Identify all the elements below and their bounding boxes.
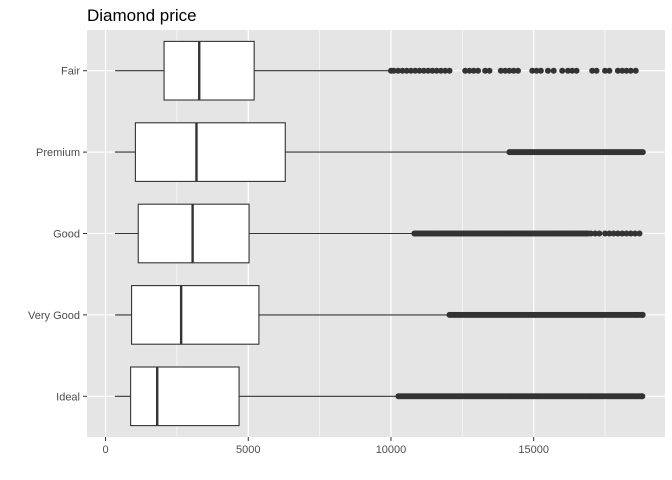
outlier-point: [529, 67, 536, 74]
outlier-point: [395, 67, 402, 74]
outlier-point: [602, 230, 609, 237]
outlier-point: [390, 67, 397, 74]
outlier-point: [502, 67, 509, 74]
box-group: [115, 40, 639, 101]
outlier-point: [636, 230, 643, 237]
outlier-point: [416, 67, 423, 74]
box-iqr: [134, 122, 286, 182]
outlier-point: [627, 230, 634, 237]
box-group: [114, 203, 643, 264]
outlier-point: [462, 67, 469, 74]
outlier-point: [614, 230, 621, 237]
outlier-point: [433, 67, 440, 74]
x-tick-label: 0: [102, 444, 108, 456]
outlier-point: [506, 67, 513, 74]
box-group: [114, 366, 646, 427]
outlier-point: [639, 149, 646, 156]
outlier-point: [602, 67, 609, 74]
outlier-point: [403, 67, 410, 74]
outlier-point: [533, 67, 540, 74]
outlier-point: [412, 67, 419, 74]
outlier-point: [627, 67, 634, 74]
outlier-point: [614, 67, 621, 74]
outlier-point: [632, 230, 639, 237]
outlier-point: [425, 67, 432, 74]
outlier-point: [486, 67, 493, 74]
outlier-point: [593, 67, 600, 74]
outlier-point: [606, 230, 613, 237]
outlier-point: [639, 311, 646, 318]
outlier-point: [606, 67, 613, 74]
outlier-point: [446, 67, 453, 74]
outlier-point: [510, 67, 517, 74]
outlier-point: [515, 67, 522, 74]
outlier-point: [592, 230, 599, 237]
y-tick-label: Good: [53, 229, 80, 241]
x-tick-label: 5000: [236, 444, 260, 456]
box-iqr: [163, 40, 255, 101]
outlier-point: [559, 67, 566, 74]
outlier-point: [442, 67, 449, 74]
y-tick-label: Ideal: [56, 391, 80, 403]
y-tick-label: Fair: [61, 66, 80, 78]
outlier-point: [587, 230, 594, 237]
outlier-point: [619, 67, 626, 74]
plot-area: Fair Premium Good Very Good Ideal 0 5000 10000 1…: [28, 30, 665, 456]
y-tick-label: Premium: [36, 147, 80, 159]
x-tick-label: 15000: [518, 444, 549, 456]
outlier-point: [639, 393, 646, 400]
y-tick-label: Very Good: [28, 310, 80, 322]
outlier-point: [619, 230, 626, 237]
outlier-point: [437, 67, 444, 74]
outlier-point: [482, 67, 489, 74]
box-iqr: [131, 285, 260, 345]
outlier-point: [610, 230, 617, 237]
box-group: [114, 122, 646, 182]
outlier-point: [550, 67, 557, 74]
outlier-point: [544, 67, 551, 74]
outlier-point: [589, 67, 596, 74]
box-group: [115, 285, 646, 345]
outlier-point: [407, 67, 414, 74]
outlier-point: [497, 67, 504, 74]
outlier-point: [470, 67, 477, 74]
outlier-point: [623, 67, 630, 74]
outlier-point: [429, 67, 436, 74]
box-iqr: [130, 366, 240, 427]
outlier-point: [569, 67, 576, 74]
outlier-point: [466, 67, 473, 74]
outlier-point: [399, 67, 406, 74]
outlier-point: [596, 230, 603, 237]
outlier-point: [623, 230, 630, 237]
outlier-point: [420, 67, 427, 74]
chart-title: Diamond price: [87, 6, 197, 25]
outlier-point: [573, 67, 580, 74]
outlier-point: [632, 67, 639, 74]
outlier-point: [564, 67, 571, 74]
outlier-point: [475, 67, 482, 74]
outlier-point: [537, 67, 544, 74]
x-tick-label: 10000: [376, 444, 407, 456]
